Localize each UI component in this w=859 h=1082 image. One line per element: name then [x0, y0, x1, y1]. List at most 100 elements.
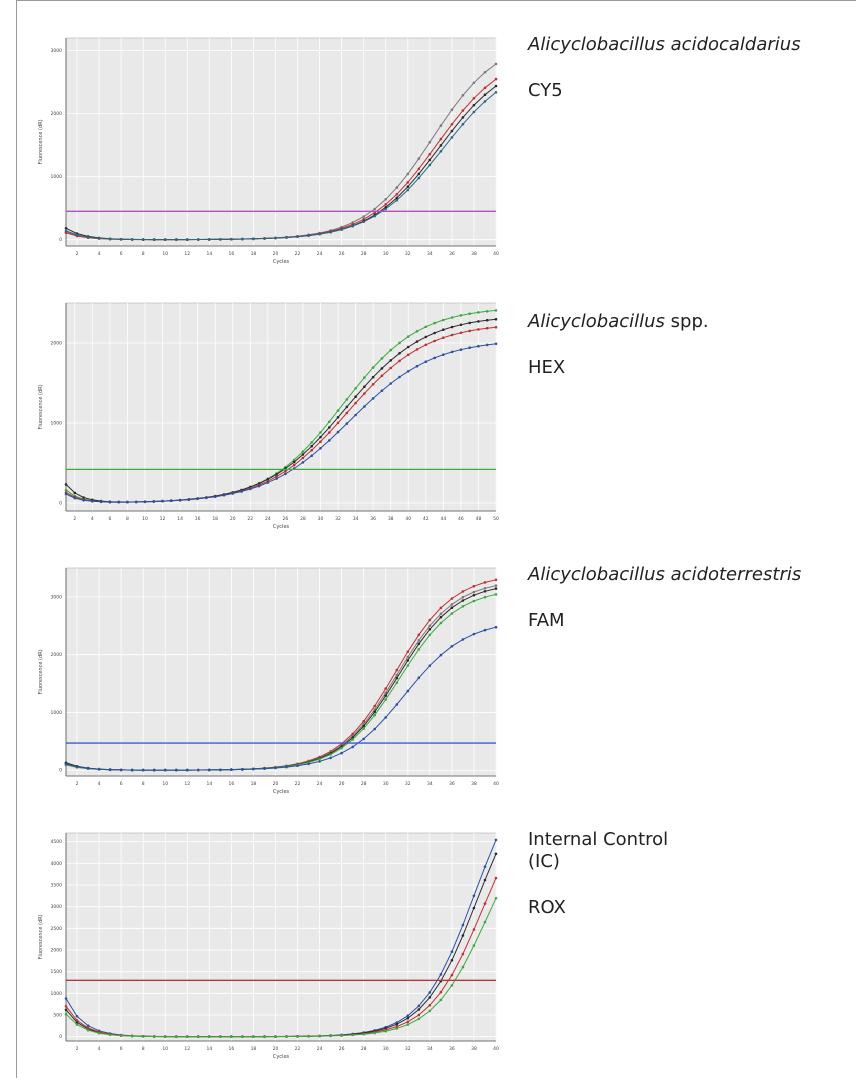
data-point	[354, 401, 357, 405]
data-point	[461, 595, 465, 599]
data-point	[266, 478, 270, 481]
data-point	[380, 367, 384, 370]
data-point	[459, 348, 463, 351]
data-point	[266, 481, 270, 484]
data-point	[428, 1009, 432, 1013]
data-point	[477, 311, 480, 314]
data-point	[86, 1028, 90, 1032]
data-point	[459, 314, 463, 317]
data-point	[461, 590, 465, 593]
data-point	[450, 606, 454, 609]
data-point	[424, 343, 428, 347]
data-point	[439, 150, 443, 153]
dye-label: ROX	[528, 897, 566, 918]
data-point	[219, 1035, 222, 1038]
data-point	[362, 215, 366, 218]
data-point	[64, 229, 68, 233]
data-point	[417, 1008, 421, 1011]
data-point	[398, 375, 401, 379]
data-point	[395, 681, 399, 684]
data-point	[187, 498, 191, 501]
data-point	[351, 738, 355, 741]
amplification-chart-fam: 2 4 6 8 10 12 14 16 18 20 22 24 26 28 30 32 34 36 38 400100…	[38, 567, 499, 795]
data-point	[362, 719, 366, 723]
data-point	[310, 448, 314, 452]
data-point	[461, 638, 465, 641]
data-point	[152, 238, 156, 241]
chart-panel-1: 2 4 6 8 10 12 14 16 18 20 22 24 26 28 30 32 34 36 38 40 0 100…	[30, 32, 500, 267]
data-point	[483, 587, 487, 590]
data-point	[450, 136, 454, 139]
data-point	[64, 762, 68, 766]
data-point	[362, 218, 366, 221]
data-point	[483, 93, 487, 96]
organism-plain: Internal Control (IC)	[528, 829, 669, 872]
data-point	[415, 348, 419, 351]
x-tick-label: 40	[493, 251, 499, 257]
x-tick-label: 10	[162, 781, 168, 787]
data-point	[97, 237, 101, 240]
data-point	[406, 664, 410, 667]
data-point	[472, 584, 476, 588]
data-point	[395, 676, 399, 680]
data-point	[380, 389, 384, 392]
data-point	[222, 493, 226, 497]
data-point	[161, 499, 164, 503]
data-point	[351, 1033, 355, 1037]
data-point	[275, 477, 278, 480]
data-point	[384, 694, 388, 697]
x-tick-label: 26	[339, 1046, 345, 1052]
organism-label: Alicyclobacillus spp.	[528, 311, 828, 333]
x-tick-label: 34	[353, 516, 359, 522]
data-point	[64, 492, 68, 496]
data-point	[197, 1035, 200, 1038]
plot-area	[65, 832, 497, 1042]
data-point	[318, 1034, 321, 1038]
data-point	[301, 453, 305, 456]
data-point	[389, 348, 393, 352]
data-point	[439, 990, 443, 994]
data-point	[485, 318, 489, 322]
data-point	[75, 1019, 79, 1022]
x-tick-label: 50	[493, 516, 499, 522]
data-point	[178, 498, 182, 502]
data-point	[97, 1031, 101, 1035]
data-point	[152, 500, 156, 503]
x-tick-label: 6	[108, 516, 111, 522]
y-tick-label: 2000	[51, 652, 63, 658]
data-point	[362, 1032, 366, 1036]
x-tick-label: 18	[212, 516, 218, 522]
data-point	[459, 323, 463, 327]
data-point	[340, 1034, 343, 1037]
data-point	[373, 710, 377, 714]
data-point	[417, 633, 421, 637]
panel-2-description: Alicyclobacillus spp. HEX	[528, 311, 828, 379]
data-point	[384, 716, 388, 719]
data-point	[406, 1020, 410, 1024]
y-tick-label: 3000	[51, 594, 63, 600]
y-tick-label: 1000	[51, 174, 63, 180]
x-tick-label: 44	[440, 516, 446, 522]
data-point	[395, 1022, 399, 1026]
data-point	[284, 469, 287, 473]
data-point	[119, 768, 123, 772]
data-point	[163, 238, 167, 241]
x-tick-label: 10	[162, 1046, 168, 1052]
x-tick-label: 26	[339, 781, 345, 787]
data-point	[86, 767, 90, 770]
y-axis-title: Fluorescence (dR)	[38, 384, 44, 429]
data-point	[472, 110, 476, 114]
data-point	[406, 689, 410, 693]
data-point	[275, 473, 278, 476]
data-point	[485, 326, 489, 330]
y-tick-label: 4000	[51, 861, 63, 867]
data-point	[483, 581, 487, 584]
data-point	[296, 764, 299, 768]
x-tick-label: 18	[251, 1046, 257, 1052]
x-tick-label: 4	[91, 516, 94, 522]
data-point	[292, 463, 296, 467]
data-point	[472, 599, 476, 603]
data-point	[439, 653, 443, 657]
data-point	[468, 312, 472, 315]
data-point	[395, 193, 399, 196]
